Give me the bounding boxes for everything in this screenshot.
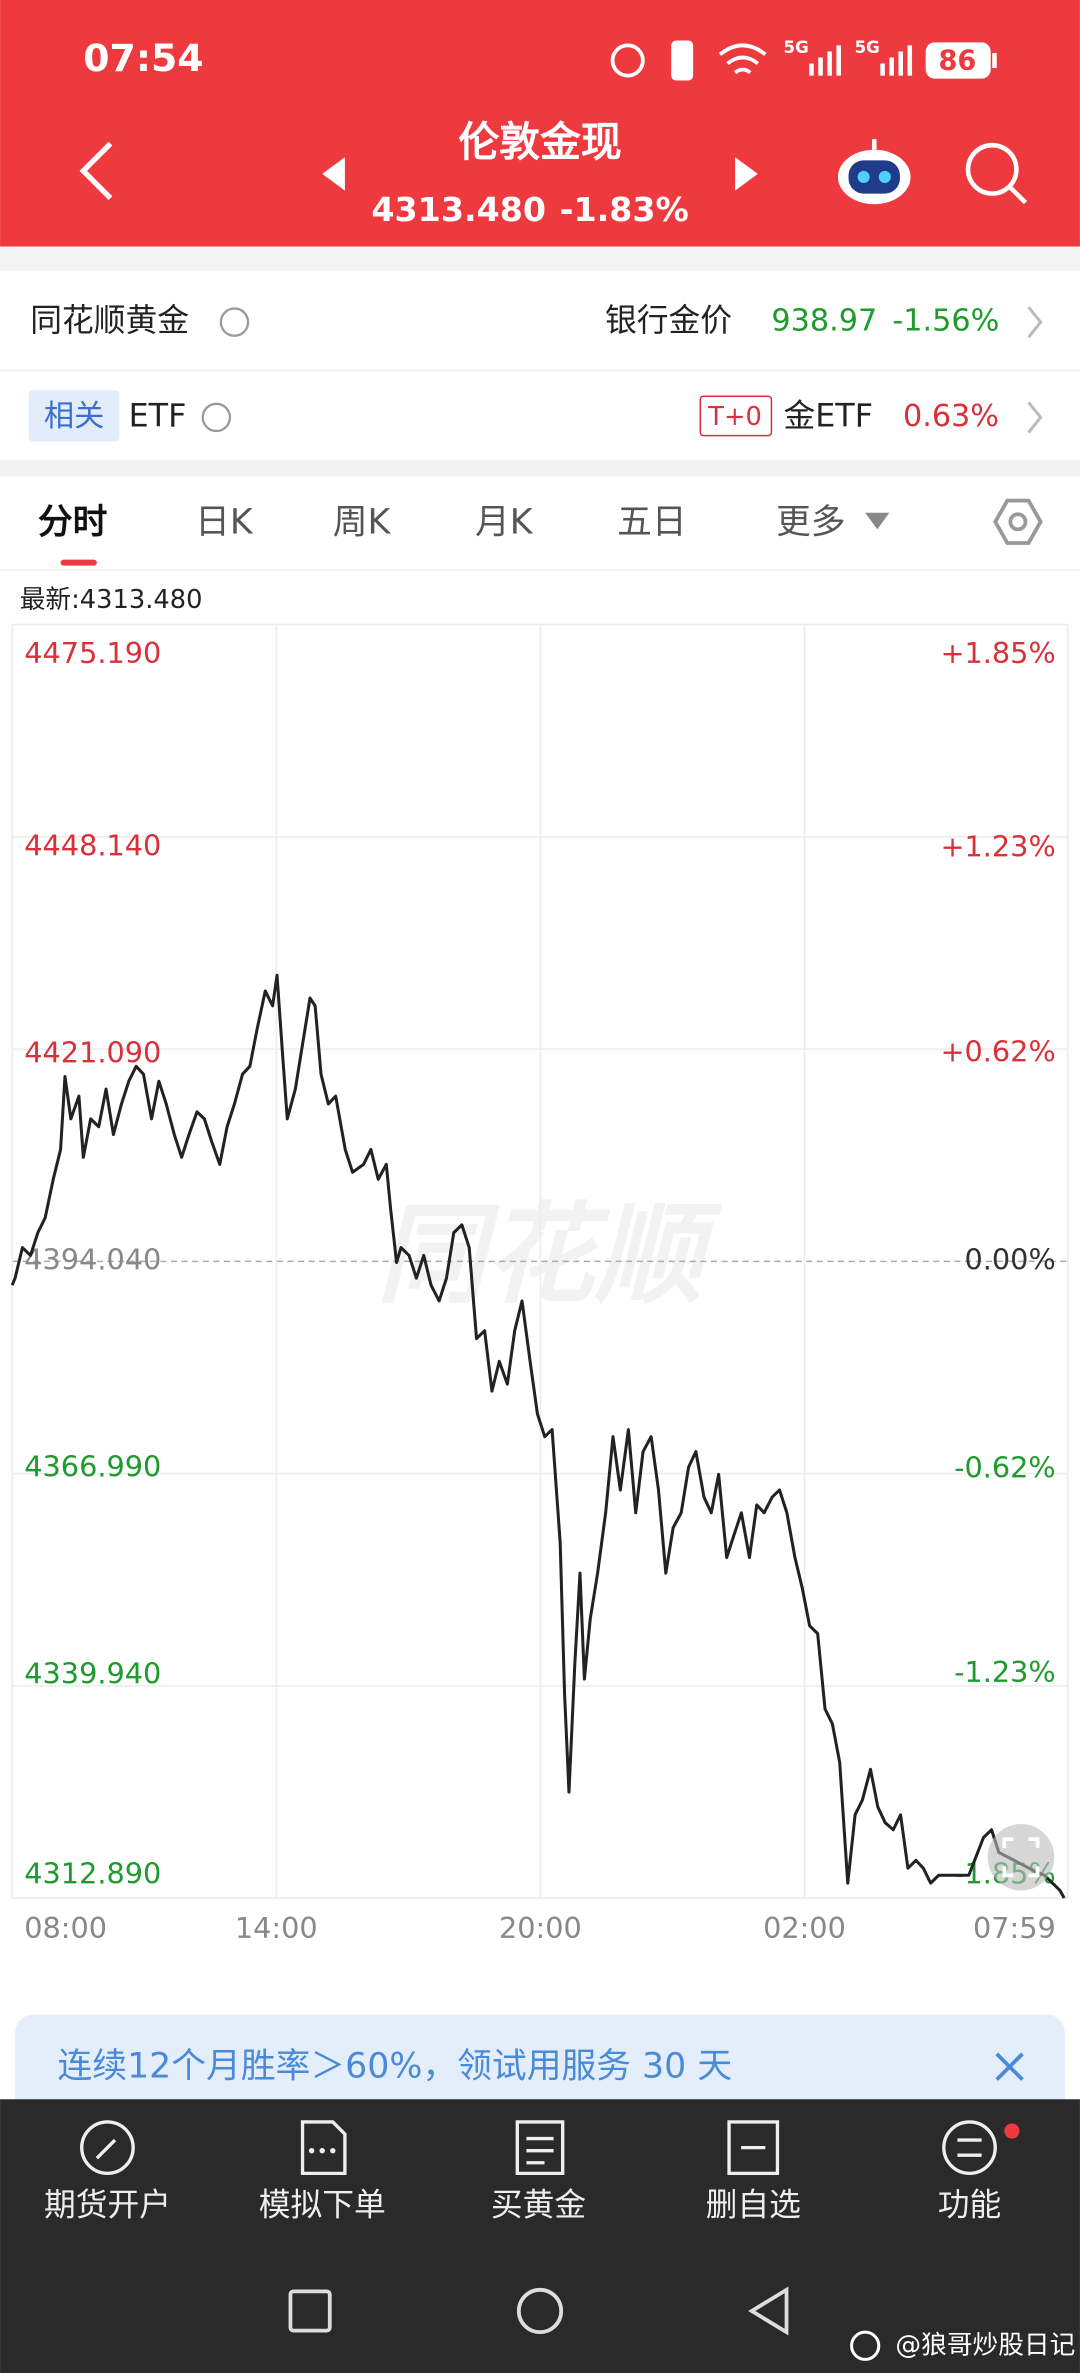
- chart: 4475.190 4448.140 4421.090 4394.040 4366.990…: [10, 623, 1069, 1945]
- etf-change: 0.63%: [903, 399, 999, 434]
- status-time: 07:54: [83, 36, 203, 80]
- tag-box: [699, 395, 773, 437]
- signal-bars: [809, 45, 913, 76]
- banner-close[interactable]: [995, 2052, 1024, 2081]
- credit: @狼哥炒股日记: [895, 2330, 1075, 2360]
- divider: [0, 246, 1080, 271]
- help-icon[interactable]: [219, 307, 250, 337]
- tab[interactable]: 分时: [38, 502, 108, 542]
- x-tick-label: 14:00: [235, 1911, 318, 1945]
- settings-icon[interactable]: [993, 498, 1043, 545]
- tab[interactable]: 更多: [776, 502, 846, 542]
- nav-dots: [308, 2147, 336, 2154]
- battery-tip: [992, 52, 997, 69]
- search-icon[interactable]: [965, 142, 1028, 205]
- tab[interactable]: 日K: [195, 502, 254, 542]
- tab[interactable]: 月K: [475, 502, 534, 542]
- bottom-nav: [0, 2099, 1080, 2373]
- y2-tick-label: +0.62%: [940, 1034, 1055, 1068]
- y-tick-label: 4421.090: [24, 1035, 161, 1069]
- y-tick-label: 4339.940: [24, 1656, 161, 1690]
- header-change: -1.83%: [560, 190, 689, 229]
- chevron[interactable]: [1027, 306, 1043, 339]
- nav-label[interactable]: 买黄金: [491, 2188, 586, 2224]
- x-tick-label: 07:59: [973, 1911, 1056, 1945]
- header-price: 4313.480: [371, 190, 546, 229]
- gold-name: 同花顺黄金: [30, 303, 189, 339]
- fullscreen-icon[interactable]: [987, 1823, 1055, 1891]
- etf-tag: T+0: [707, 402, 762, 432]
- notification-dot: [1004, 2123, 1020, 2139]
- price-line: [10, 973, 1066, 1899]
- robot-icon[interactable]: [837, 139, 911, 205]
- watermark: 同花顺: [377, 1192, 723, 1319]
- battery: [925, 42, 991, 79]
- status-icons: [610, 40, 767, 81]
- nav-label[interactable]: 模拟下单: [259, 2188, 386, 2224]
- x-tick-label: 20:00: [499, 1911, 582, 1945]
- chevron[interactable]: [1027, 401, 1043, 434]
- dropdown-arrow: [865, 512, 890, 530]
- help-icon[interactable]: [201, 402, 232, 433]
- x-tick-label: 02:00: [763, 1911, 846, 1945]
- y2-tick-label: +1.85%: [940, 636, 1055, 670]
- y2-tick-label: -1.23%: [954, 1655, 1056, 1689]
- y-tick-label: 4366.990: [24, 1449, 161, 1483]
- prev-button[interactable]: [322, 157, 345, 191]
- etf-label: 金ETF: [784, 398, 873, 434]
- gold-price: 938.97: [771, 304, 877, 339]
- nav-label[interactable]: 功能: [938, 2188, 1002, 2224]
- latest-price: 最新:4313.480: [20, 585, 203, 615]
- tab-indicator: [60, 559, 97, 566]
- system-nav[interactable]: [288, 2286, 789, 2336]
- banner-bg[interactable]: [15, 2014, 1065, 2121]
- battery-level: 86: [938, 46, 976, 77]
- etf-badge: 相关: [44, 399, 104, 434]
- y-tick-label: 4312.890: [24, 1856, 161, 1890]
- header-title: 伦敦金现: [458, 118, 621, 166]
- signal-label: 5G: [784, 38, 809, 57]
- badge-bg: [28, 390, 120, 442]
- nav-label[interactable]: 删自选: [706, 2188, 801, 2224]
- nav-label[interactable]: 期货开户: [44, 2188, 171, 2224]
- divider: [0, 459, 1080, 477]
- next-button[interactable]: [735, 157, 758, 191]
- y-tick-label: 4448.140: [24, 828, 161, 862]
- weibo-icon: [850, 2330, 881, 2361]
- nav-icons: [80, 2120, 997, 2176]
- signal-label: 5G: [855, 38, 880, 57]
- back-button[interactable]: [79, 141, 113, 200]
- tab[interactable]: 周K: [333, 502, 392, 542]
- etf-name: ETF: [129, 398, 187, 434]
- y2-tick-label: 0.00%: [965, 1242, 1056, 1276]
- tab[interactable]: 五日: [617, 502, 687, 542]
- x-tick-label: 08:00: [24, 1911, 107, 1945]
- header-bg: [0, 0, 1080, 247]
- banner-text[interactable]: 连续12个月胜率＞60%，领试用服务 30 天: [58, 2046, 733, 2086]
- y2-tick-label: -0.62%: [954, 1450, 1056, 1484]
- y-tick-label: 4394.040: [24, 1242, 161, 1276]
- y-tick-label: 4475.190: [24, 636, 161, 670]
- y2-tick-label: +1.23%: [940, 830, 1055, 864]
- gold-label: 银行金价: [605, 303, 732, 339]
- gold-change: -1.56%: [892, 304, 999, 339]
